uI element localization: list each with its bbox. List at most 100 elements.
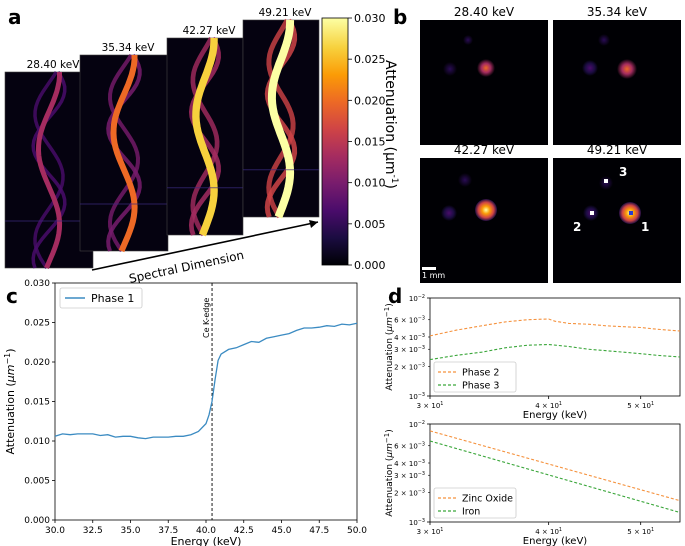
x-tick-label: 4 × 101 [535, 527, 562, 536]
y-tick-label: 6 × 10−3 [394, 316, 425, 325]
fiber-strand [190, 36, 220, 237]
series-line [429, 440, 681, 514]
x-tick-label: 32.5 [83, 526, 103, 536]
y-tick-label: 0.025 [24, 319, 50, 329]
colorbar-tick-label: 0.030 [354, 12, 386, 25]
y-tick-label: 2 × 10−3 [394, 362, 425, 371]
tomo-slice [420, 20, 548, 145]
scale-bar-label: 1 mm [422, 271, 445, 280]
series-line [429, 318, 681, 337]
phase-spot [441, 205, 457, 221]
marker-2-label: 2 [573, 220, 581, 234]
x-tick-label: 40.0 [196, 526, 216, 536]
colorbar-tick-label: 0.015 [354, 136, 386, 149]
y-tick-label: 10−2 [409, 420, 425, 429]
y-tick-label: 0.030 [24, 279, 50, 289]
plot-area [54, 282, 358, 521]
panel-label-d: d [388, 284, 402, 308]
x-tick-label: 30.0 [45, 526, 65, 536]
panel-b-grid: 28.40 keV 35.34 keV 42.27 keV 49.21 keV 1 2 3 1… [420, 5, 681, 283]
phase-spot [458, 173, 472, 187]
y-tick-label: 6 × 10−3 [394, 442, 425, 451]
colorbar-tick-label: 0.025 [354, 53, 386, 66]
fiber-strand-bright [192, 37, 218, 237]
y-tick-label: 3 × 10−3 [394, 471, 425, 480]
fiber-strand [107, 53, 141, 253]
fiber-strand [266, 18, 296, 219]
tomo-slice [553, 158, 681, 283]
panel-d-bottom-chart: 10−2 10−3 6 × 10−3 4 × 10−3 3 × 10−3 2 × 10−3… [383, 420, 681, 546]
y-tick-label: 2 × 10−3 [394, 488, 425, 497]
x-tick-label: 5 × 101 [627, 527, 654, 536]
colorbar [321, 17, 349, 266]
colorbar-tick-label: 0.010 [354, 177, 386, 190]
x-tick-label: 50.0 [347, 526, 367, 536]
x-tick-label: 35.0 [120, 526, 140, 536]
phase-spot [617, 59, 637, 79]
phase-spot [582, 60, 598, 76]
phase-1-line [54, 322, 358, 440]
x-tick-label: 4 × 101 [535, 401, 562, 410]
x-tick-label: 45.0 [271, 526, 291, 536]
y-axis-label: Attenuation (μm−1) [383, 303, 395, 390]
y-tick-label: 0.000 [24, 516, 50, 526]
colorbar-tick-label: 0.000 [354, 259, 386, 272]
slice-energy-label: 28.40 keV [454, 5, 515, 19]
x-axis-label: Energy (keV) [523, 536, 588, 546]
spectral-arrow [91, 221, 319, 271]
colorbar-tick-label: 0.005 [354, 218, 386, 231]
y-tick-label: 0.020 [24, 358, 50, 368]
x-axis-label: Energy (keV) [523, 410, 588, 421]
panel-d-top-chart: 10−2 10−3 6 × 10−3 4 × 10−3 3 × 10−3 2 × 10−3… [383, 294, 681, 421]
x-axis-label: Energy (keV) [171, 535, 242, 546]
legend-label: Zinc Oxide [462, 494, 513, 505]
slice-energy-label: 28.40 keV [27, 59, 81, 71]
slice-frame [79, 54, 169, 252]
y-axis-label: Attenuation (μm−1) [3, 348, 17, 454]
y-tick-label: 0.005 [24, 477, 50, 487]
slice-energy-label: 42.27 keV [183, 25, 237, 37]
scale-bar [422, 267, 436, 270]
panel-label-c: c [6, 284, 18, 308]
y-tick-label: 10−3 [409, 392, 425, 401]
legend-box [59, 287, 143, 309]
tomo-slice [553, 20, 681, 145]
x-tick-label: 3 × 101 [417, 401, 444, 410]
fiber-strand [31, 71, 67, 269]
fiber-strand-bright [267, 19, 295, 219]
marker-square [604, 179, 608, 183]
fiber-strand-bright [110, 55, 138, 253]
spectral-arrow-head [309, 220, 318, 228]
panel-c-chart: 30.0 32.5 35.0 37.5 40.0 42.5 45.0 47.5 50.0 0.00… [3, 279, 367, 546]
legend-label: Phase 3 [462, 381, 499, 392]
panel-a-slices: 28.40 keV 35.34 keV 42.27 keV 49.21 keV [4, 7, 320, 269]
x-tick-label: 3 × 101 [417, 527, 444, 536]
marker-1-label: 1 [641, 220, 649, 234]
slice-energy-label: 42.27 keV [454, 143, 515, 157]
phase-spot [463, 35, 473, 45]
spectral-dimension-label: Spectral Dimension [128, 248, 245, 286]
legend-label: Iron [462, 507, 480, 518]
colorbar-tick-label: 0.020 [354, 94, 386, 107]
panel-label-a: a [8, 5, 22, 29]
marker-square [629, 211, 633, 215]
x-tick-label: 5 × 101 [627, 401, 654, 410]
slice-energy-label: 35.34 keV [102, 42, 156, 54]
slice-energy-label: 49.21 keV [259, 7, 313, 19]
colorbar-label: Attenuation (μm-1) [382, 60, 399, 189]
ce-k-edge-label: Ce K-edge [202, 298, 211, 338]
fiber-strand [33, 71, 65, 269]
legend-label: Phase 1 [91, 292, 134, 305]
x-tick-label: 47.5 [309, 526, 329, 536]
fiber-strand-bright [35, 72, 63, 269]
series-line [429, 430, 681, 502]
phase-spot [598, 34, 610, 46]
slice-energy-label: 49.21 keV [587, 143, 648, 157]
marker-3-label: 3 [619, 165, 627, 179]
marker-square [590, 211, 594, 215]
phase-spot [477, 59, 495, 77]
panel-label-b: b [393, 5, 407, 29]
legend-label: Phase 2 [462, 368, 499, 379]
phase-spot [475, 199, 497, 221]
